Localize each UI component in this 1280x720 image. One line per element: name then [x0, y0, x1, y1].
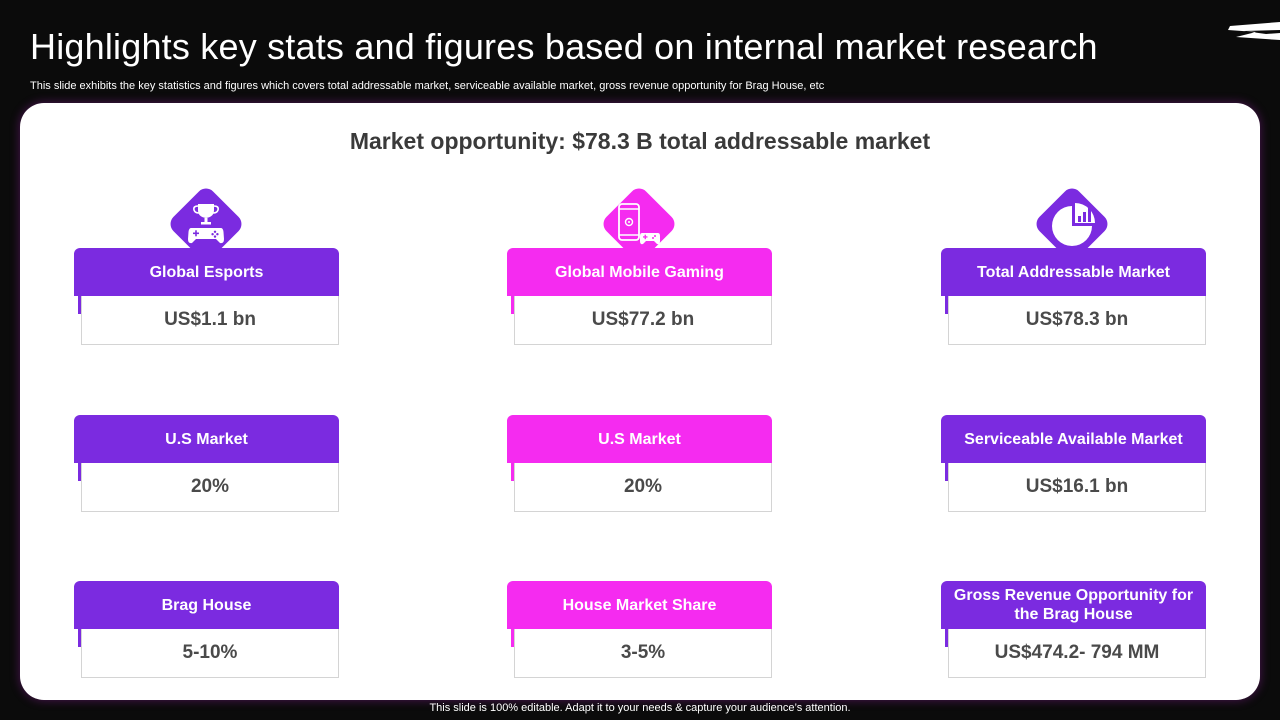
card-value: 5-10% [81, 629, 339, 678]
card-label: House Market Share [507, 581, 772, 629]
card-value: US$474.2- 794 MM [948, 629, 1206, 678]
card-accent [945, 463, 949, 481]
card-value: US$77.2 bn [514, 296, 772, 345]
card-value: 3-5% [514, 629, 772, 678]
slide-title: Highlights key stats and figures based o… [30, 26, 1098, 67]
card-label: Serviceable Available Market [941, 415, 1206, 463]
card-accent [511, 629, 515, 647]
card-label: U.S Market [74, 415, 339, 463]
card-value: US$78.3 bn [948, 296, 1206, 345]
slide-subtitle: This slide exhibits the key statistics a… [30, 80, 825, 92]
card-label: Global Mobile Gaming [507, 248, 772, 296]
panel-heading: Market opportunity: $78.3 B total addres… [349, 128, 931, 154]
card-accent [78, 296, 82, 314]
trophy-gamepad-icon [157, 175, 255, 273]
card-label: U.S Market [507, 415, 772, 463]
card-accent [511, 463, 515, 481]
brush-stroke-decoration [1228, 22, 1280, 40]
card-label: Gross Revenue Opportunity for the Brag H… [941, 581, 1206, 629]
card-accent [945, 296, 949, 314]
card-accent [78, 463, 82, 481]
card-accent [78, 629, 82, 647]
card-accent [511, 296, 515, 314]
card-value: US$16.1 bn [948, 463, 1206, 512]
card-value: US$1.1 bn [81, 296, 339, 345]
card-label: Total Addressable Market [941, 248, 1206, 296]
footer-note: This slide is 100% editable. Adapt it to… [429, 702, 851, 714]
mobile-gaming-icon [590, 175, 688, 273]
card-value: 20% [81, 463, 339, 512]
card-value: 20% [514, 463, 772, 512]
pie-chart-icon [1023, 175, 1121, 273]
card-label: Brag House [74, 581, 339, 629]
card-accent [945, 629, 949, 647]
card-label: Global Esports [74, 248, 339, 296]
